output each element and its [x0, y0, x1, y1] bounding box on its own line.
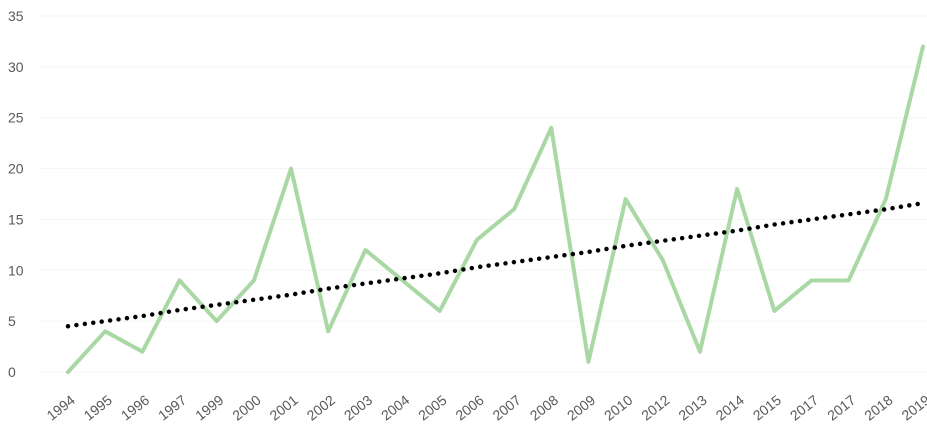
x-tick-label: 1994 — [43, 392, 78, 424]
x-tick-label: 2003 — [341, 392, 376, 424]
x-tick-label: 2002 — [304, 392, 339, 424]
y-tick-label: 30 — [8, 59, 24, 75]
x-tick-label: 2017 — [787, 392, 822, 424]
series-line — [66, 44, 925, 374]
x-tick-label: 2004 — [378, 392, 413, 424]
x-tick-label: 2012 — [638, 392, 673, 424]
gridlines — [40, 15, 927, 373]
y-tick-label: 25 — [8, 110, 24, 126]
x-tick-label: 2019 — [898, 392, 927, 424]
x-tick-label: 2007 — [490, 392, 525, 424]
x-tick-label: 1999 — [192, 392, 227, 424]
series-lines — [65, 44, 926, 374]
x-tick-label: 2013 — [675, 392, 710, 424]
x-tick-label: 2006 — [452, 392, 487, 424]
x-tick-label: 2008 — [527, 392, 562, 424]
y-axis-tick-labels: 0 5 10 15 20 25 30 35 — [8, 8, 24, 380]
x-tick-label: 2017 — [824, 392, 859, 424]
y-tick-label: 0 — [8, 364, 16, 380]
x-tick-label: 2015 — [750, 392, 785, 424]
x-tick-label: 1995 — [81, 392, 116, 424]
y-tick-label: 5 — [8, 313, 16, 329]
trendline — [65, 200, 926, 329]
x-tick-label: 2001 — [266, 392, 301, 424]
x-axis-tick-labels: 1994 1995 1996 1997 1999 2000 2001 2002 2003 2004… — [43, 392, 927, 424]
y-tick-label: 20 — [8, 161, 24, 177]
x-tick-label: 1996 — [118, 392, 153, 424]
x-tick-label: 2018 — [861, 392, 896, 424]
x-tick-label: 2005 — [415, 392, 450, 424]
x-tick-label: 2010 — [601, 392, 636, 424]
x-tick-label: 2014 — [713, 392, 748, 424]
x-tick-label: 1997 — [155, 392, 190, 424]
x-tick-label: 2000 — [229, 392, 264, 424]
x-tick-label: 2009 — [564, 392, 599, 424]
y-tick-label: 15 — [8, 211, 24, 227]
y-tick-label: 10 — [8, 262, 24, 278]
y-tick-label: 35 — [8, 8, 24, 24]
